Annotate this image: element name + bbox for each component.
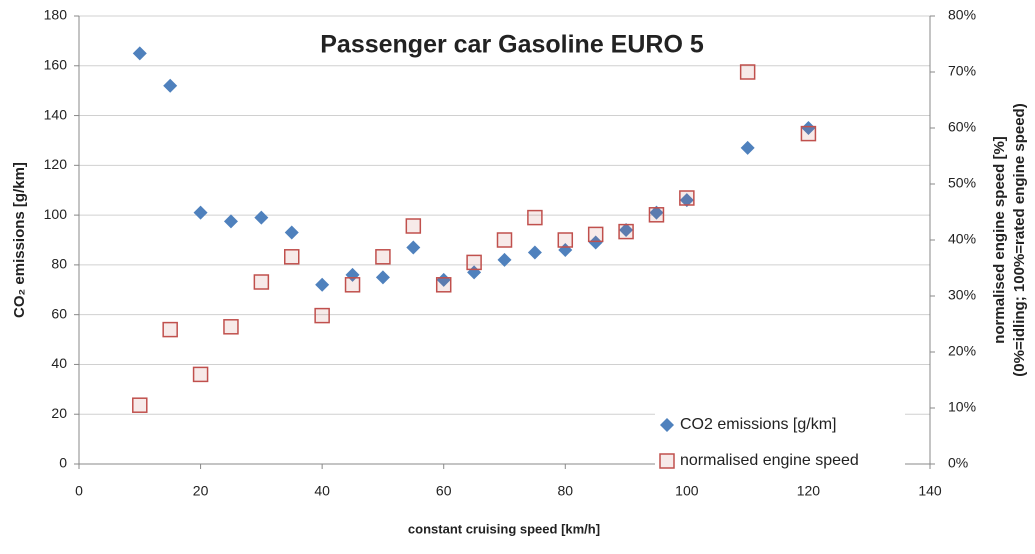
point — [739, 64, 756, 80]
y-tick-label: 80 — [51, 256, 67, 272]
point — [588, 235, 603, 250]
point — [557, 232, 574, 248]
point — [193, 205, 208, 220]
point — [527, 209, 543, 226]
point — [496, 232, 513, 248]
y2-tick-label: 30% — [948, 287, 976, 303]
y2-tick-label: 60% — [948, 119, 976, 135]
x-tick-label: 0 — [75, 483, 83, 499]
point — [162, 321, 178, 338]
x-tick-label: 120 — [797, 483, 821, 499]
point — [223, 214, 238, 229]
x-tick-label: 60 — [436, 483, 452, 499]
point — [192, 366, 209, 383]
y2-axis-title: (0%=idling; 100%=rated engine speed) — [1011, 103, 1028, 376]
y-tick-label: 20 — [51, 405, 67, 421]
point — [618, 223, 634, 240]
point — [497, 252, 512, 267]
y2-tick-label: 80% — [948, 7, 976, 23]
point — [435, 277, 452, 293]
legend-label: normalised engine speed — [680, 452, 859, 469]
y2-tick-label: 0% — [948, 455, 968, 471]
legend-marker — [659, 453, 675, 469]
point — [801, 121, 816, 135]
y-tick-label: 180 — [44, 7, 68, 23]
x-tick-label: 100 — [675, 483, 699, 499]
x-tick-label: 80 — [557, 483, 573, 499]
y-axis-title: CO₂ emissions [g/km] — [11, 162, 28, 318]
point — [284, 249, 300, 265]
y2-tick-label: 40% — [948, 231, 976, 247]
x-tick-label: 20 — [193, 483, 209, 499]
point — [132, 46, 147, 61]
point — [466, 254, 482, 271]
point — [132, 397, 148, 413]
point — [163, 78, 178, 93]
x-tick-label: 140 — [918, 483, 942, 499]
x-axis-title: constant cruising speed [km/h] — [408, 521, 600, 536]
y-tick-label: 60 — [51, 305, 67, 321]
y-tick-label: 120 — [44, 156, 68, 172]
point — [344, 277, 361, 293]
point — [648, 207, 665, 223]
y-tick-label: 160 — [44, 56, 68, 72]
point — [375, 249, 391, 265]
y2-axis-title: normalised engine speed [%] — [991, 136, 1008, 344]
point — [284, 225, 299, 240]
point — [253, 274, 270, 290]
point — [587, 226, 604, 243]
point — [254, 210, 269, 225]
x-tick-label: 40 — [314, 483, 330, 499]
point — [649, 205, 664, 220]
point — [223, 319, 239, 335]
point — [679, 190, 695, 206]
point — [619, 223, 634, 238]
y2-tick-label: 70% — [948, 63, 976, 79]
chart-title: Passenger car Gasoline EURO 5 — [320, 31, 704, 59]
point — [679, 193, 694, 208]
point — [405, 218, 422, 234]
y-tick-label: 100 — [44, 206, 68, 222]
y2-tick-label: 50% — [948, 175, 976, 191]
legend-label: CO2 emissions [g/km] — [680, 416, 836, 433]
point — [800, 125, 817, 142]
point — [436, 272, 451, 287]
y2-tick-label: 20% — [948, 343, 976, 359]
point — [740, 140, 755, 155]
legend-marker — [660, 418, 674, 432]
point — [375, 270, 390, 285]
point — [314, 307, 330, 324]
y-tick-label: 40 — [51, 355, 67, 371]
point — [527, 245, 542, 260]
y-tick-label: 140 — [44, 106, 68, 122]
point — [406, 240, 421, 255]
y-tick-label: 0 — [59, 455, 67, 471]
legend-box — [655, 408, 905, 480]
point — [315, 277, 330, 292]
y2-tick-label: 10% — [948, 399, 976, 415]
